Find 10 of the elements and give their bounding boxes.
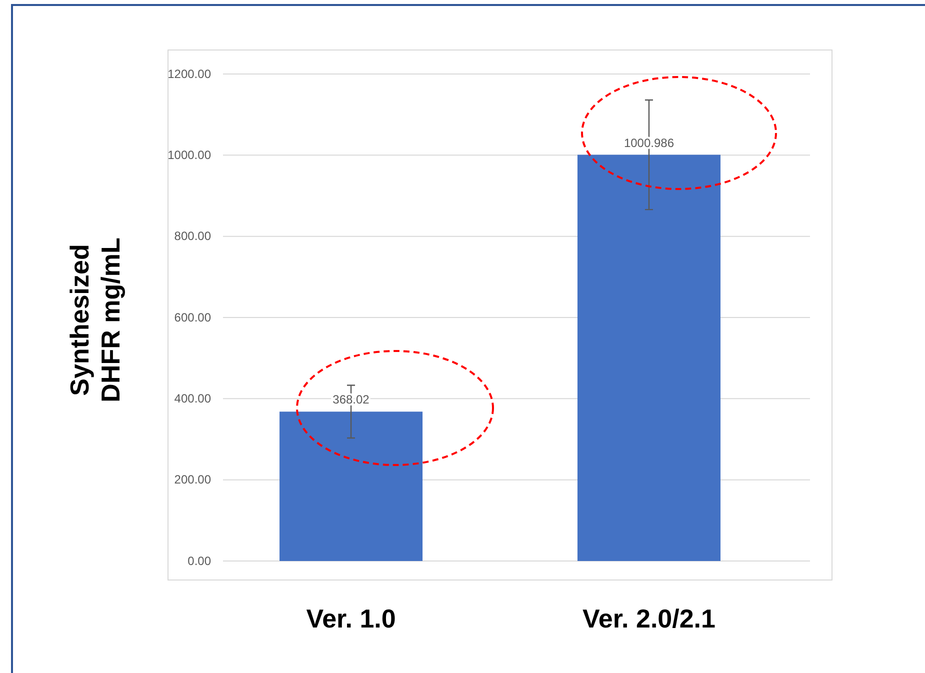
y-tick-label: 0.00 bbox=[188, 554, 212, 568]
y-axis-title: Synthesized DHFR mg/mL bbox=[64, 238, 126, 402]
y-tick-label: 600.00 bbox=[174, 310, 212, 324]
y-tick-label: 200.00 bbox=[174, 472, 212, 487]
y-tick-label: 800.00 bbox=[174, 229, 212, 244]
x-tick-label: Ver. 2.0/2.1 bbox=[582, 603, 716, 634]
y-tick-label: 1000.00 bbox=[168, 148, 212, 162]
y-tick-label: 1200.00 bbox=[168, 66, 212, 81]
y-tick-label: 400.00 bbox=[174, 392, 212, 406]
x-tick-label: Ver. 1.0 bbox=[306, 603, 396, 634]
